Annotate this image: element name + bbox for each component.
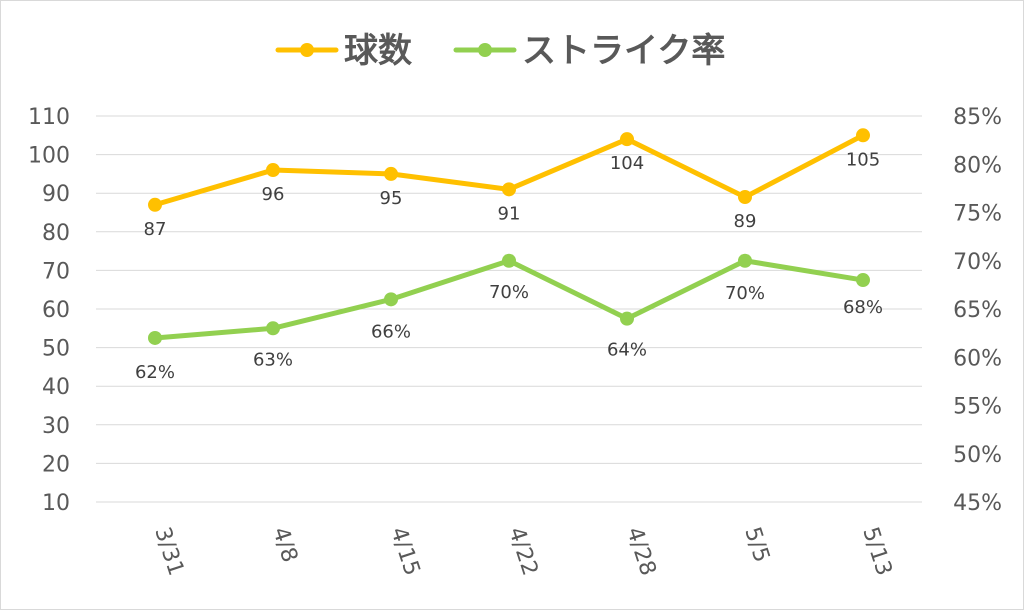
series-group: 87 96 95 91 104 89 105 62% 63% 66% 70% 64% 70% 68%: [135, 128, 883, 383]
x-tick-label: 5/5: [739, 524, 774, 565]
legend-marker: [478, 43, 492, 57]
data-point: [266, 321, 280, 336]
legend: 球数 ストライク率: [275, 31, 725, 71]
data-point: [738, 253, 752, 268]
legend-label: ストライク率: [522, 31, 725, 71]
y-left-tick-label: 80: [42, 221, 70, 246]
data-label: 104: [610, 153, 644, 174]
x-tick-label: 4/8: [267, 524, 302, 565]
legend-label: 球数: [344, 31, 412, 71]
x-tick-label: 4/22: [503, 524, 542, 579]
data-label: 64%: [607, 340, 647, 361]
data-point: [620, 132, 634, 147]
y-left-tick-label: 10: [42, 491, 70, 516]
data-point: [384, 166, 398, 181]
x-tick-label: 4/15: [385, 524, 424, 579]
y-left-tick-label: 110: [28, 105, 70, 130]
data-point: [620, 311, 634, 326]
y-left-tick-label: 50: [42, 337, 70, 362]
y-left-tick-label: 70: [42, 259, 70, 284]
data-label: 68%: [843, 297, 883, 318]
data-point: [266, 163, 280, 178]
data-label: 96: [262, 184, 285, 205]
x-tick-label: 4/28: [621, 524, 660, 579]
gridlines: [96, 115, 922, 503]
y-left-tick-label: 100: [28, 144, 70, 169]
data-label: 62%: [135, 362, 175, 383]
y-right-tick-label: 85%: [953, 105, 1002, 130]
y-right-tick-label: 50%: [953, 443, 1002, 468]
y-left-tick-label: 40: [42, 375, 70, 400]
legend-marker: [300, 43, 314, 57]
y-right-tick-label: 80%: [953, 153, 1002, 178]
data-label: 89: [734, 211, 757, 232]
data-point: [502, 182, 516, 197]
y-left-tick-label: 30: [42, 414, 70, 439]
right-axis-ticks: 45% 50% 55% 60% 65% 70% 75% 80% 85%: [953, 105, 1002, 516]
x-tick-label: 5/13: [857, 524, 896, 579]
data-point: [502, 253, 516, 268]
x-axis-ticks: 3/31 4/8 4/15 4/22 4/28 5/5 5/13: [149, 524, 896, 579]
data-label: 105: [846, 149, 880, 170]
data-label: 70%: [489, 282, 529, 303]
data-point: [384, 292, 398, 307]
data-point: [148, 197, 162, 212]
y-right-tick-label: 65%: [953, 298, 1002, 323]
data-label: 91: [498, 203, 521, 224]
data-point: [738, 190, 752, 205]
data-label: 87: [144, 219, 167, 240]
data-point: [856, 273, 870, 288]
data-label: 63%: [253, 349, 293, 370]
y-left-tick-label: 20: [42, 452, 70, 477]
x-tick-label: 3/31: [149, 524, 188, 579]
y-right-tick-label: 55%: [953, 395, 1002, 420]
y-right-tick-label: 70%: [953, 250, 1002, 275]
y-left-tick-label: 90: [42, 182, 70, 207]
y-left-tick-label: 60: [42, 298, 70, 323]
y-right-tick-label: 60%: [953, 346, 1002, 371]
data-point: [856, 128, 870, 143]
data-label: 95: [380, 188, 403, 209]
left-axis-ticks: 10 20 30 40 50 60 70 80 90 100 110: [28, 105, 70, 516]
data-label: 66%: [371, 321, 411, 342]
y-right-tick-label: 45%: [953, 491, 1002, 516]
data-label: 70%: [725, 283, 765, 304]
data-point: [148, 330, 162, 345]
y-right-tick-label: 75%: [953, 202, 1002, 227]
